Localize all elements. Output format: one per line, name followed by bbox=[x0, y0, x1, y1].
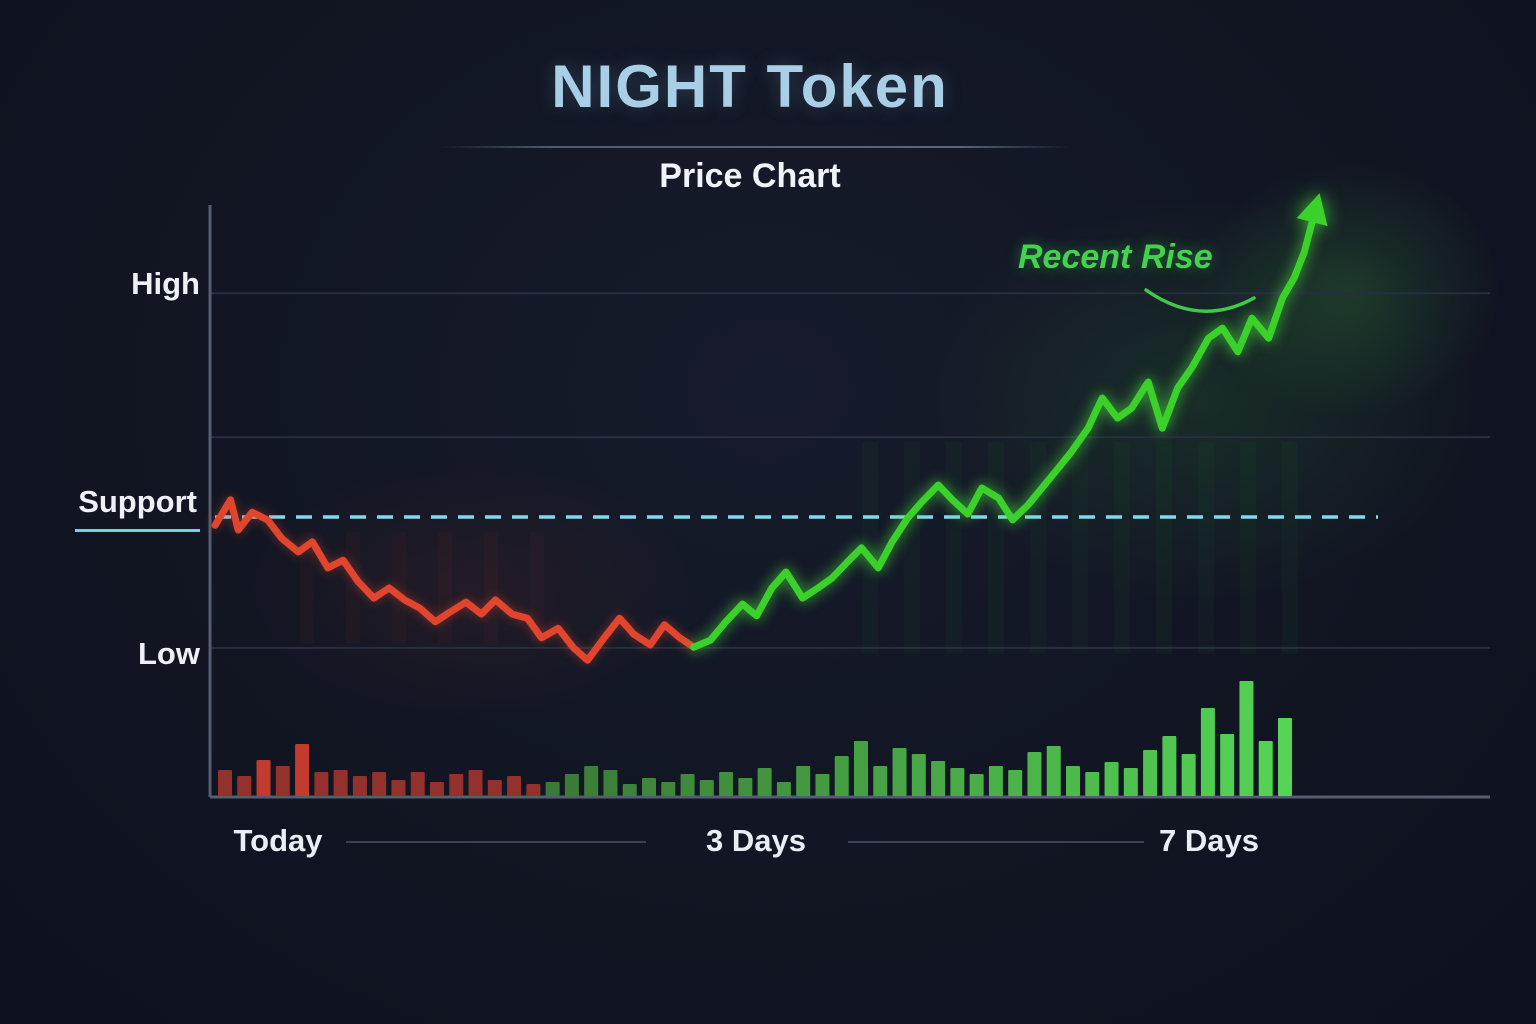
volume-bar bbox=[776, 782, 791, 796]
volume-bar bbox=[661, 782, 676, 796]
volume-bar bbox=[352, 776, 367, 796]
volume-bar bbox=[372, 772, 387, 796]
volume-bar bbox=[507, 776, 522, 796]
reflection-strip bbox=[988, 442, 1004, 654]
volume-bar bbox=[391, 780, 406, 796]
volume-bar bbox=[622, 784, 637, 796]
volume-bar bbox=[834, 756, 849, 796]
volume-bar bbox=[468, 770, 483, 796]
volume-bar bbox=[1008, 770, 1023, 796]
volume-bar bbox=[873, 766, 888, 796]
reflection-strip bbox=[1240, 442, 1256, 654]
reflection-strip bbox=[946, 442, 962, 654]
volume-bar bbox=[1123, 768, 1138, 796]
volume-bar bbox=[584, 766, 599, 796]
y-axis-label-low: Low bbox=[138, 636, 200, 671]
x-axis-label-3days: 3 Days bbox=[706, 823, 806, 858]
volume-bar bbox=[699, 780, 714, 796]
volume-bar bbox=[237, 776, 252, 796]
volume-bar bbox=[275, 766, 290, 796]
volume-bar bbox=[757, 768, 772, 796]
reflection-strip bbox=[1198, 442, 1214, 654]
volume-bar bbox=[1258, 741, 1273, 796]
volume-bar bbox=[1220, 734, 1235, 796]
volume-bar bbox=[680, 774, 695, 796]
volume-bar bbox=[564, 774, 579, 796]
volume-bar bbox=[526, 784, 541, 796]
volume-bar bbox=[1027, 752, 1042, 796]
price-line-rise bbox=[690, 218, 1316, 651]
volume-bar bbox=[719, 772, 734, 796]
volume-bar bbox=[410, 772, 425, 796]
reflection-strip bbox=[1072, 442, 1088, 654]
volume-bar bbox=[854, 741, 868, 796]
y-axis-label-high: High bbox=[131, 266, 200, 301]
volume-bar bbox=[1104, 762, 1119, 796]
x-axis-connector-line bbox=[848, 841, 1144, 843]
reflection-strip bbox=[530, 532, 544, 644]
volume-bar bbox=[642, 778, 656, 796]
volume-bar bbox=[1066, 766, 1080, 796]
volume-bar bbox=[1162, 736, 1177, 796]
volume-bar bbox=[1143, 750, 1158, 796]
volume-bar bbox=[449, 774, 464, 796]
volume-bar bbox=[969, 774, 984, 796]
y-axis-label-support: Support bbox=[40, 484, 200, 532]
volume-bar bbox=[1200, 708, 1215, 796]
reflection-strip bbox=[300, 532, 314, 644]
reflection-strip bbox=[1282, 442, 1298, 654]
trend-arrow-icon bbox=[1296, 193, 1328, 227]
volume-bar bbox=[892, 748, 907, 796]
title-divider bbox=[440, 146, 1070, 148]
page-title: NIGHT Token bbox=[551, 53, 949, 120]
volume-bar bbox=[295, 744, 310, 796]
volume-bar bbox=[950, 768, 965, 796]
volume-bar bbox=[333, 770, 348, 796]
volume-bar bbox=[218, 770, 232, 796]
reflection-strip bbox=[1156, 442, 1172, 654]
volume-bar bbox=[256, 760, 271, 796]
volume-bar bbox=[603, 770, 618, 796]
x-axis-label-today: Today bbox=[233, 823, 323, 858]
annotation-curve-arrow-icon bbox=[1144, 288, 1256, 313]
reflection-strip bbox=[1030, 442, 1046, 654]
volume-bar bbox=[545, 782, 560, 796]
recent-rise-annotation: Recent Rise bbox=[1018, 238, 1213, 276]
reflection-strip bbox=[346, 532, 360, 644]
reflection-strip bbox=[392, 532, 406, 644]
reflection-strip bbox=[1114, 442, 1130, 654]
volume-bar bbox=[815, 774, 830, 796]
volume-bar bbox=[911, 754, 926, 796]
price-line-decline bbox=[211, 496, 698, 664]
volume-bar bbox=[988, 766, 1003, 796]
x-axis-connector-line bbox=[346, 841, 646, 843]
volume-bar bbox=[1181, 754, 1196, 796]
volume-bar bbox=[430, 782, 444, 796]
volume-bar bbox=[796, 766, 811, 796]
volume-bar bbox=[314, 772, 329, 796]
reflection-strip bbox=[438, 532, 452, 644]
volume-bar bbox=[1046, 746, 1061, 796]
reflection-strip bbox=[862, 442, 878, 654]
volume-bar bbox=[738, 778, 753, 796]
volume-bar bbox=[1085, 772, 1100, 796]
chart-subtitle: Price Chart bbox=[659, 157, 841, 195]
volume-bar bbox=[931, 761, 946, 796]
volume-bar bbox=[487, 780, 502, 796]
support-label-text: Support bbox=[75, 484, 200, 532]
reflection-strip bbox=[484, 532, 498, 644]
volume-bar bbox=[1239, 681, 1254, 796]
volume-bar bbox=[1278, 718, 1292, 796]
reflection-strip bbox=[904, 442, 920, 654]
x-axis-label-7days: 7 Days bbox=[1159, 823, 1259, 858]
